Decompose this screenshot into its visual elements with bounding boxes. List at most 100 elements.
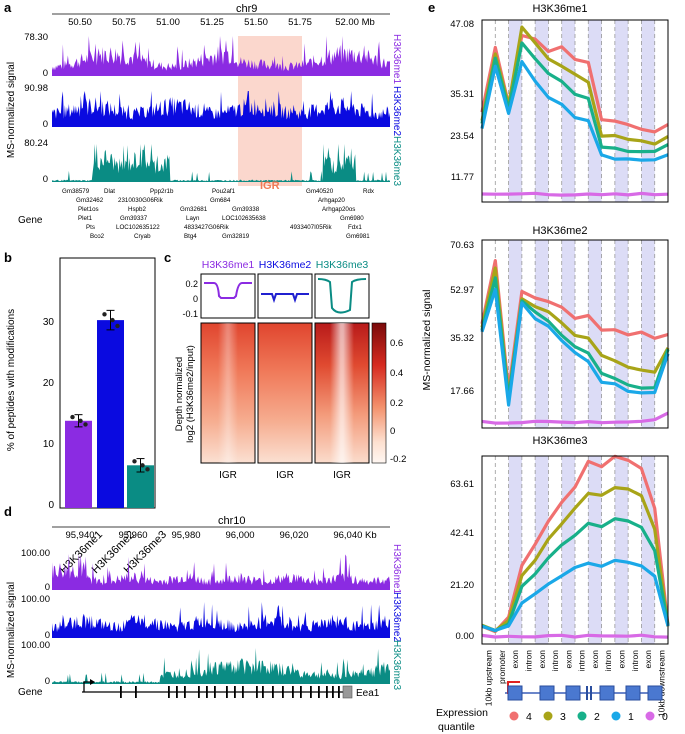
series-line-0 xyxy=(481,411,669,425)
x-axis-label: intron xyxy=(550,650,560,672)
ylabel-e: MS-normalized signal xyxy=(421,290,433,391)
tick-a-5: 51.75 xyxy=(288,17,312,28)
gene-label-a: Gene xyxy=(18,215,43,226)
replicate-dot xyxy=(78,418,83,423)
legend-title-2: quantile xyxy=(438,721,475,733)
gene-exons xyxy=(120,686,340,698)
signal-track-d-h3k36me1 xyxy=(52,554,390,590)
track-d-max-1: 100.00 xyxy=(21,594,50,605)
gene-name-eea1: Eea1 xyxy=(356,688,380,699)
gene-name: Gm32462 xyxy=(76,197,104,204)
x-axis-label: exon xyxy=(563,650,573,669)
gene-exon xyxy=(198,686,200,698)
replicate-dot xyxy=(140,463,145,468)
track-a-name-0: H3K36me1 xyxy=(391,34,402,84)
track-a-max-1: 90.98 xyxy=(24,83,48,94)
subplot-yticks-1: 70.63 52.97 35.32 17.66 xyxy=(450,240,474,397)
gene-name: Btg4 xyxy=(184,233,197,240)
igr-label: IGR xyxy=(260,180,280,192)
panel-label-a: a xyxy=(4,0,12,15)
subplot-1 xyxy=(480,239,670,429)
signal-track-a-h3k36me3 xyxy=(52,144,390,182)
heatmap-0-gap xyxy=(218,323,238,463)
ytick: 17.66 xyxy=(450,386,474,397)
gene-label-d: Gene xyxy=(18,687,43,698)
x-axis-label: 10kb upstream xyxy=(484,650,494,706)
profile-ytick-mid: 0 xyxy=(193,294,198,304)
track-d-name-1: H3K36me2 xyxy=(391,592,402,642)
gene-name: Gm6980 xyxy=(340,215,364,222)
schematic-exon xyxy=(539,685,555,701)
subplot-frame xyxy=(481,19,669,203)
ylabel-d: MS-normalized signal xyxy=(6,582,17,678)
ytick: 52.97 xyxy=(450,285,474,296)
subplot-2 xyxy=(481,454,670,645)
gene-exon xyxy=(292,686,294,698)
gene-exon xyxy=(242,686,244,698)
tick-a-4: 51.50 xyxy=(244,17,268,28)
ytick: 47.08 xyxy=(450,19,474,30)
gene-name: Gm39337 xyxy=(120,215,148,222)
tick-a-1: 50.75 xyxy=(112,17,136,28)
gene-name: Pou2af1 xyxy=(212,188,236,195)
subplot-frame xyxy=(481,239,669,429)
gene-exon xyxy=(226,686,228,698)
track-d-zero-0: 0 xyxy=(45,582,50,593)
ytick-b-0: 0 xyxy=(48,500,54,511)
tick-a-6: 52.00 Mb xyxy=(335,17,375,28)
ytick: 63.61 xyxy=(450,479,474,490)
legend-swatch-1 xyxy=(611,711,621,721)
bar-H3K36me2 xyxy=(97,320,124,508)
exon-shade xyxy=(561,456,575,644)
track-a-max-2: 80.24 xyxy=(24,138,48,149)
replicate-dot xyxy=(145,467,150,472)
legend-e: Expression quantile 4 3 2 1 0 xyxy=(436,707,668,733)
replicate-dot xyxy=(132,459,137,464)
series-line-1 xyxy=(480,287,670,407)
gene-name: Gm40520 xyxy=(306,188,334,195)
x-axis-label: exon xyxy=(537,650,547,669)
gene-name: Hspb2 xyxy=(128,206,146,213)
gene-name: Gm32819 xyxy=(222,233,250,240)
exon-shade xyxy=(535,240,549,428)
gene-exon xyxy=(234,686,236,698)
x-axis-label: exon xyxy=(510,650,520,669)
gene-exon xyxy=(256,686,258,698)
gene-name: Gm32681 xyxy=(180,206,208,213)
x-axis-label: intron xyxy=(603,650,613,672)
schematic-exon xyxy=(599,685,615,701)
gene-exon xyxy=(135,686,137,698)
profile-line-0 xyxy=(204,282,252,299)
cbar-tick-0: 0.6 xyxy=(390,338,403,349)
chrom-label-d: chr10 xyxy=(218,515,246,527)
chrom-label-a: chr9 xyxy=(236,3,257,15)
x-axis-label: intron xyxy=(524,650,534,672)
profile-line-2 xyxy=(317,278,367,314)
series-line-1 xyxy=(481,558,670,632)
bars-b xyxy=(65,309,154,508)
gene-exon xyxy=(206,686,208,698)
gene-exon xyxy=(262,686,264,698)
panel-c: c H3K36me1 H3K36me2 H3K36me3 0.2 0 -0.1 xyxy=(164,250,406,481)
signal-track-a-h3k36me1 xyxy=(52,36,390,76)
gene-list-a: Gm38579 Dlat Ppp2r1b Pou2af1 Gm40520 Rdx… xyxy=(62,188,375,240)
subplot-title-0: H3K36me1 xyxy=(532,3,587,15)
gene-name: Gm39338 xyxy=(232,206,260,213)
gene-exon xyxy=(326,686,328,698)
gene-exon xyxy=(338,686,340,698)
tick-d-1: 95,960 xyxy=(118,530,147,541)
series-line-2 xyxy=(480,41,669,154)
signal-track-d-h3k36me3 xyxy=(52,648,390,684)
cbar-tick-4: -0.2 xyxy=(390,454,406,465)
gene-exon xyxy=(318,686,320,698)
exon-shade xyxy=(641,20,655,202)
gene-name: Ppp2r1b xyxy=(150,188,174,195)
track-a-zero-0: 0 xyxy=(43,68,48,79)
profile-box-0 xyxy=(200,273,256,319)
gene-name: LOC102635638 xyxy=(222,215,266,222)
ruler-ticks-d: 95,940 95,960 95,980 96,000 96,020 96,04… xyxy=(65,530,376,541)
colorbar xyxy=(371,322,387,464)
heatmap-1 xyxy=(257,322,313,464)
series-line-0 xyxy=(481,191,669,197)
gene-name: Rdx xyxy=(363,188,375,195)
